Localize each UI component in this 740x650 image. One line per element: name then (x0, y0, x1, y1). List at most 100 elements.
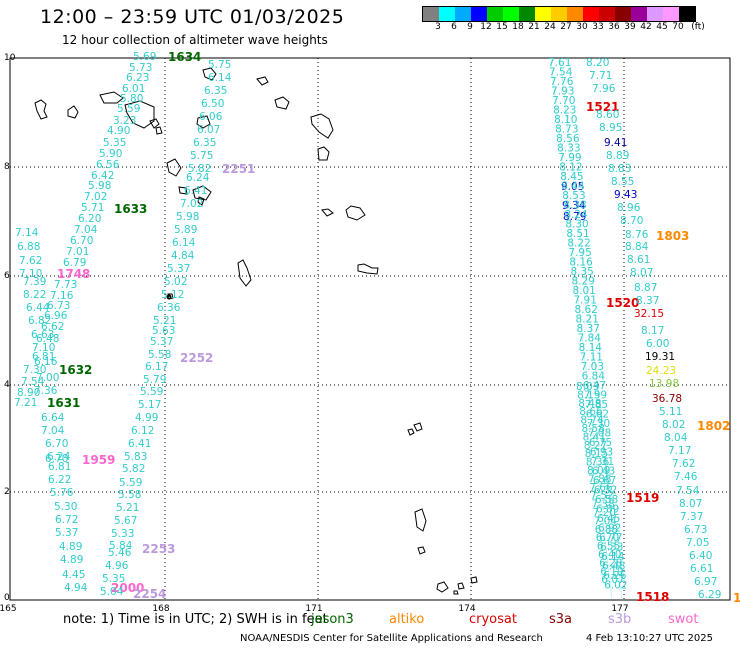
swh-reading: 6.93 (590, 447, 613, 459)
swh-reading: 9.43 (614, 189, 637, 201)
swh-reading: 5.80 (120, 93, 143, 105)
swh-reading: 6.63 (31, 329, 54, 341)
swh-reading: 8.62 (575, 304, 598, 316)
swh-reading: 7.02 (84, 191, 107, 203)
swh-reading: 7.14 (15, 227, 39, 239)
swh-reading: 8.89 (606, 150, 629, 162)
x-tick-label: 171 (305, 604, 322, 614)
swh-reading: 6.00 (646, 338, 669, 350)
colorbar-swatch (535, 7, 551, 21)
swh-reading: 6.06 (199, 111, 223, 123)
track-time-label: 1520 (606, 296, 639, 310)
track-time-label: 1748 (57, 267, 90, 281)
swh-reading: 4.94 (64, 582, 88, 594)
swh-reading: 5.84 (109, 540, 133, 552)
colorbar-label: 12 (480, 22, 492, 32)
swh-reading: 8.16 (569, 257, 593, 269)
swh-reading: 6.96 (44, 310, 68, 322)
swh-reading: 8.03 (576, 381, 599, 393)
map-frame (9, 57, 731, 601)
swh-reading: 6.40 (689, 550, 712, 562)
swh-reading: 6.50 (201, 98, 224, 110)
track-time-label: 1803 (656, 229, 689, 243)
island-outline (99, 91, 124, 104)
swh-reading: 5.98 (176, 211, 199, 223)
swh-reading: 5.63 (152, 325, 175, 337)
track-time-label: 2253 (142, 542, 175, 556)
swh-reading: 6.23 (126, 72, 149, 84)
island-outline (166, 158, 182, 177)
swh-reading: 7.37 (680, 511, 703, 523)
track-time-label: 1518 (636, 590, 669, 604)
island-outline (202, 67, 217, 81)
swh-reading: 4.90 (107, 125, 130, 137)
swh-reading: 5.12 (161, 289, 184, 301)
x-tick-label: 168 (152, 604, 169, 614)
swh-reading: 8.07 (679, 498, 702, 510)
swh-reading: 7.52 (590, 490, 613, 502)
swh-reading: 9.05 (561, 181, 584, 193)
colorbar-label: 70 (672, 22, 684, 32)
swh-reading: 6.47 (583, 380, 606, 392)
swh-reading: 8.09 (587, 465, 610, 477)
footer-note: note: 1) Time is in UTC; 2) SWH is in fe… (63, 612, 328, 627)
swh-reading: 6.88 (595, 524, 618, 536)
island-outline (407, 428, 415, 436)
island-outline (149, 118, 160, 129)
island-outline (321, 208, 334, 217)
swh-reading: 6.72 (55, 514, 78, 526)
swh-reading: 7.54 (676, 485, 700, 497)
swh-reading: 5.82 (188, 163, 211, 175)
swh-reading: 4.89 (59, 541, 82, 553)
swh-reading: 8.74 (580, 415, 604, 427)
swh-reading: 6.97 (694, 576, 717, 588)
colorbar-label: 6 (451, 22, 457, 32)
swh-reading: 7.04 (594, 515, 618, 527)
swh-reading: 7.38 (591, 499, 614, 511)
swh-reading: 6.17 (145, 361, 168, 373)
swh-reading: 6.20 (78, 213, 101, 225)
swh-reading: 5.58 (148, 349, 171, 361)
swh-reading: 5.58 (118, 489, 141, 501)
swh-reading: 5.35 (103, 137, 126, 149)
island-outline (34, 99, 48, 120)
swh-reading: 7.54 (21, 376, 45, 388)
swh-reading: 8.61 (627, 254, 650, 266)
swh-reading: 36.78 (652, 393, 682, 405)
swh-reading: 7.30 (587, 418, 610, 430)
swh-reading: 7.01 (66, 246, 89, 258)
page-subtitle: 12 hour collection of altimeter wave hei… (62, 33, 328, 47)
swh-reading: 8.38 (563, 200, 586, 212)
swh-reading: 6.40 (598, 549, 621, 561)
x-tick-label: 174 (458, 604, 475, 614)
swh-reading: 8.66 (579, 406, 603, 418)
swh-reading: 5.59 (119, 477, 142, 489)
swh-reading: 6.62 (41, 321, 64, 333)
swh-reading: 6.19 (600, 566, 623, 578)
swh-reading: 7.17 (668, 445, 691, 457)
swh-reading: 8.51 (566, 228, 589, 240)
track-path (559, 59, 623, 601)
island-outline (414, 508, 427, 532)
swh-reading: 7.88 (588, 473, 611, 485)
swh-reading: 5.75 (190, 150, 213, 162)
swh-reading: 6.70 (45, 438, 68, 450)
colorbar-swatch (647, 7, 663, 21)
colorbar-swatch (599, 7, 615, 21)
swh-reading: 7.04 (41, 425, 65, 437)
island-outline (417, 546, 426, 555)
swh-reading: 6.64 (41, 412, 65, 424)
swh-reading: 8.04 (664, 432, 688, 444)
swh-reading: 6.58 (595, 494, 618, 506)
swh-reading: 8.83 (608, 163, 631, 175)
track-time-label: 1802 (697, 419, 730, 433)
track-time-label: 2000 (111, 581, 144, 595)
swh-reading: 6.14 (172, 237, 196, 249)
swh-reading: 7.08 (588, 428, 611, 440)
swh-reading: 6.45 (597, 513, 620, 525)
swh-reading: 8.22 (23, 289, 46, 301)
swh-reading: 32.15 (634, 308, 664, 320)
swh-reading: 6.24 (47, 451, 71, 463)
y-tick-label: 6 (4, 271, 10, 281)
swh-reading: 7.03 (581, 361, 604, 373)
